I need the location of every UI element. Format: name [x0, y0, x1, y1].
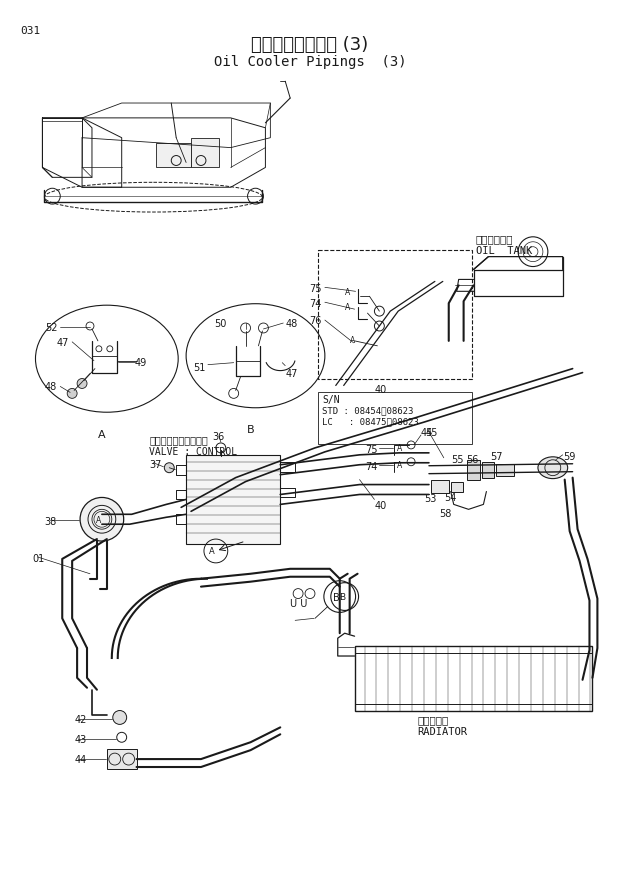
Circle shape — [77, 379, 87, 388]
Bar — [186, 455, 280, 544]
Text: バルブ：コントロール: バルブ：コントロール — [149, 435, 208, 445]
Text: 49: 49 — [135, 358, 147, 368]
Text: 53: 53 — [424, 494, 436, 505]
Text: 36: 36 — [213, 432, 225, 442]
Text: Oil Cooler Pipings  (3): Oil Cooler Pipings (3) — [214, 56, 406, 70]
Text: A: A — [350, 336, 355, 345]
Text: 52: 52 — [45, 323, 57, 333]
Text: 37: 37 — [149, 460, 162, 470]
Text: 47: 47 — [57, 338, 69, 348]
Bar — [431, 479, 449, 493]
Text: A: A — [209, 547, 215, 556]
Text: 45: 45 — [426, 428, 438, 438]
Text: ラジェータ: ラジェータ — [417, 716, 448, 725]
Text: 47: 47 — [285, 368, 298, 379]
Bar — [318, 250, 472, 379]
Bar — [355, 646, 593, 711]
Text: B: B — [247, 425, 254, 435]
Text: 45: 45 — [421, 428, 433, 438]
Bar — [467, 460, 480, 479]
Ellipse shape — [538, 457, 568, 478]
Text: LC   : 08475～08623: LC : 08475～08623 — [322, 417, 419, 426]
Text: VALVE : CONTROL: VALVE : CONTROL — [149, 447, 237, 457]
Text: STD : 08454～08623: STD : 08454～08623 — [322, 406, 414, 416]
Bar — [451, 482, 463, 491]
Bar — [107, 749, 136, 769]
Text: 38: 38 — [45, 518, 56, 527]
Bar — [191, 138, 219, 168]
Text: 031: 031 — [20, 25, 41, 36]
Circle shape — [80, 498, 123, 541]
Circle shape — [113, 711, 126, 725]
Text: 57: 57 — [490, 452, 503, 462]
Text: 48: 48 — [285, 319, 298, 329]
Circle shape — [67, 388, 77, 398]
Text: A: A — [98, 430, 105, 440]
Text: 40: 40 — [374, 386, 387, 395]
Text: 42: 42 — [74, 716, 87, 725]
Text: A: A — [345, 303, 350, 313]
Text: 74: 74 — [365, 462, 378, 471]
Text: RADIATOR: RADIATOR — [417, 727, 467, 738]
Text: 56: 56 — [467, 455, 479, 464]
Bar — [497, 464, 514, 476]
Text: U U: U U — [290, 599, 308, 608]
Circle shape — [164, 463, 174, 472]
Text: 40: 40 — [374, 501, 387, 512]
Text: 50: 50 — [215, 319, 227, 329]
Text: 75: 75 — [365, 445, 378, 455]
Text: 58: 58 — [439, 509, 451, 519]
Text: オイルクーラ配管 (3): オイルクーラ配管 (3) — [251, 36, 369, 53]
Text: 44: 44 — [74, 755, 86, 765]
Text: 59: 59 — [563, 452, 575, 462]
Bar — [156, 142, 191, 168]
Text: B: B — [339, 593, 345, 602]
Text: A: A — [397, 444, 402, 453]
Text: A: A — [397, 461, 402, 470]
Bar — [318, 392, 472, 444]
Text: 51: 51 — [193, 362, 206, 373]
Text: 74: 74 — [309, 299, 322, 309]
Text: 01: 01 — [32, 554, 45, 564]
Text: 76: 76 — [309, 316, 322, 327]
Text: OIL  TANK: OIL TANK — [476, 245, 532, 256]
Text: B: B — [334, 593, 340, 602]
Text: オイルタンク: オイルタンク — [476, 234, 513, 244]
Text: 55: 55 — [451, 455, 463, 464]
Text: S/N: S/N — [322, 395, 340, 405]
Text: A: A — [96, 516, 102, 525]
Text: 54: 54 — [444, 493, 456, 504]
Text: 48: 48 — [45, 382, 57, 393]
Bar — [482, 462, 494, 478]
Text: A: A — [345, 288, 350, 298]
Text: 43: 43 — [74, 735, 86, 746]
Text: 75: 75 — [309, 285, 322, 294]
